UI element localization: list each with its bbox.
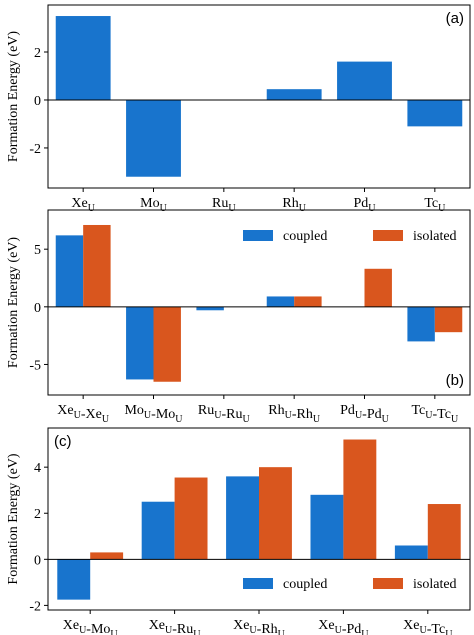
bar	[407, 306, 435, 342]
y-tick-label: -2	[29, 599, 41, 614]
legend-swatch	[373, 230, 403, 241]
bar	[126, 99, 181, 177]
y-tick-label: 5	[34, 243, 41, 258]
y-axis-label: Formation Energy (eV)	[6, 237, 21, 368]
x-tick-label: XeU	[71, 196, 95, 214]
bar	[196, 306, 224, 311]
bar	[55, 235, 84, 307]
x-tick-label: TcU-TcU	[411, 403, 458, 425]
bar	[427, 504, 461, 560]
x-tick-label: XeU-TcU	[403, 618, 453, 635]
x-tick-label: XeU-MoU	[63, 618, 119, 635]
x-tick-label: RhU	[282, 196, 306, 214]
y-axis-label: Formation Energy (eV)	[6, 31, 21, 162]
bar	[90, 552, 124, 560]
bar	[266, 296, 295, 307]
x-tick-label: XeU-RhU	[233, 618, 286, 635]
x-tick-label: RuU-RuU	[198, 403, 251, 425]
y-tick-label: 0	[34, 94, 41, 109]
bar	[153, 306, 181, 382]
y-tick-label: 2	[34, 507, 41, 522]
bar	[83, 224, 111, 307]
x-tick-label: XeU-RuU	[149, 618, 202, 635]
x-tick-label: RhU-RhU	[268, 403, 321, 425]
x-tick-label: PdU	[353, 196, 376, 214]
legend-label: coupled	[283, 577, 327, 592]
y-tick-label: -2	[29, 142, 41, 157]
panel-label: (c)	[54, 433, 72, 450]
x-tick-label: PdU-PdU	[340, 403, 389, 425]
bar	[310, 494, 344, 560]
bar	[364, 268, 392, 307]
bar	[174, 477, 208, 560]
bar	[337, 61, 392, 100]
legend-swatch	[373, 578, 403, 589]
bar	[266, 89, 322, 100]
bar	[394, 545, 428, 560]
bar	[55, 16, 111, 100]
bar	[226, 476, 259, 560]
bar	[343, 439, 377, 560]
bar	[407, 99, 463, 127]
x-tick-label: RuU	[212, 196, 236, 214]
bar	[141, 501, 175, 560]
y-tick-label: 4	[34, 461, 41, 476]
y-axis-label: Formation Energy (eV)	[6, 453, 21, 584]
legend-swatch	[243, 578, 273, 589]
legend-label: isolated	[413, 577, 457, 592]
x-tick-label: MoU	[140, 196, 167, 214]
bar	[126, 306, 154, 380]
legend-swatch	[243, 230, 273, 241]
bar	[294, 296, 322, 307]
panel-label: (b)	[446, 372, 464, 389]
bar	[259, 467, 292, 560]
bar	[57, 559, 91, 600]
legend-label: coupled	[283, 229, 327, 244]
x-tick-label: MoU-MoU	[124, 403, 183, 425]
x-tick-label: XeU-PdU	[318, 618, 369, 635]
x-tick-label: XeU-XeU	[57, 403, 110, 425]
y-tick-label: 0	[34, 553, 41, 568]
x-tick-label: TcU	[424, 196, 446, 214]
y-tick-label: 0	[34, 301, 41, 316]
bar	[434, 306, 463, 333]
y-tick-label: 2	[34, 46, 41, 61]
y-tick-label: -5	[29, 358, 41, 373]
legend-label: isolated	[413, 229, 457, 244]
axes-frame	[47, 209, 471, 396]
panel-label: (a)	[446, 10, 464, 27]
axes-frame	[47, 4, 471, 189]
